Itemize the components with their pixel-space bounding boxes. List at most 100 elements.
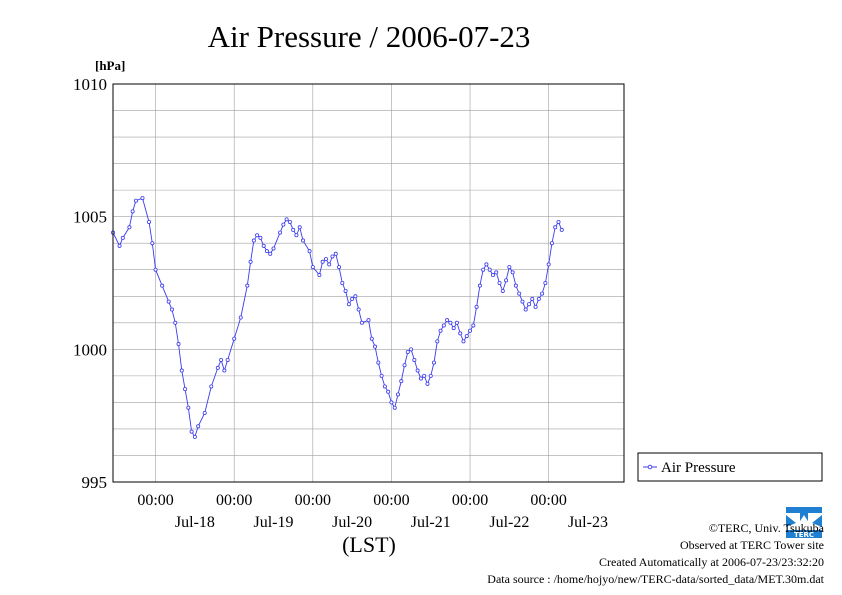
data-point xyxy=(350,296,355,301)
x-date-label: Jul-22 xyxy=(489,514,529,531)
data-point xyxy=(412,357,417,362)
data-point xyxy=(209,384,214,389)
data-point xyxy=(517,291,522,296)
data-point xyxy=(438,328,443,333)
data-point xyxy=(278,230,283,235)
y-tick-labels: 1010 1005 1000 995 xyxy=(73,75,107,492)
data-point xyxy=(477,283,482,288)
data-point xyxy=(464,334,469,339)
data-point xyxy=(497,280,502,285)
x-tick-time-label: 00:00 xyxy=(373,492,409,509)
data-point xyxy=(287,219,292,224)
data-point xyxy=(258,235,263,240)
series-line xyxy=(112,197,563,438)
data-point xyxy=(471,323,476,328)
data-point xyxy=(458,331,463,336)
data-point xyxy=(281,222,286,227)
data-point xyxy=(494,270,499,275)
legend-box xyxy=(637,452,823,482)
data-point xyxy=(186,405,191,410)
data-point xyxy=(389,400,394,405)
data-point xyxy=(147,219,152,224)
data-point xyxy=(441,323,446,328)
data-point xyxy=(166,299,171,304)
data-point xyxy=(192,434,197,439)
x-date-label: Jul-23 xyxy=(568,514,608,531)
data-point xyxy=(130,209,135,214)
data-point xyxy=(395,392,400,397)
data-point xyxy=(310,265,315,270)
data-point xyxy=(353,294,358,299)
data-point xyxy=(500,288,505,293)
x-axis-label: (LST) xyxy=(342,532,396,557)
data-point xyxy=(451,326,456,331)
y-tick-label: 1010 xyxy=(73,75,107,94)
terc-logo-icon: TERC xyxy=(786,507,822,539)
grid xyxy=(113,84,624,482)
data-point xyxy=(327,262,332,267)
data-point xyxy=(219,357,224,362)
x-tick-time-label: 00:00 xyxy=(137,492,173,509)
legend: Air Pressure xyxy=(637,452,823,482)
data-point xyxy=(373,344,378,349)
data-point xyxy=(196,424,201,429)
data-point xyxy=(133,198,138,203)
data-point xyxy=(238,315,243,320)
data-point xyxy=(425,381,430,386)
data-point xyxy=(291,227,296,232)
data-point xyxy=(379,373,384,378)
data-point xyxy=(183,387,188,392)
data-point xyxy=(432,360,437,365)
data-point xyxy=(481,267,486,272)
y-tick-label: 995 xyxy=(82,473,108,492)
terc-logo: TERC xyxy=(784,503,824,539)
data-point xyxy=(317,273,322,278)
data-point xyxy=(392,405,397,410)
data-point xyxy=(428,373,433,378)
data-point xyxy=(556,219,561,224)
credit-source: Data source : /home/hojyo/new/TERC-data/… xyxy=(487,572,824,586)
data-point xyxy=(268,251,273,256)
data-point xyxy=(300,238,305,243)
data-point xyxy=(474,304,479,309)
data-point xyxy=(127,225,132,230)
data-point xyxy=(523,307,528,312)
data-point xyxy=(264,249,269,254)
data-point xyxy=(369,336,374,341)
x-date-label: Jul-20 xyxy=(332,514,372,531)
data-point xyxy=(189,429,194,434)
y-tick-label: 1000 xyxy=(73,340,107,359)
data-point xyxy=(261,243,266,248)
data-point xyxy=(454,320,459,325)
legend-label: Air Pressure xyxy=(661,460,736,476)
chart-title: Air Pressure / 2006-07-23 xyxy=(208,19,531,54)
data-point xyxy=(333,251,338,256)
data-point xyxy=(490,273,495,278)
data-point xyxy=(510,270,515,275)
data-point xyxy=(415,368,420,373)
data-point xyxy=(271,246,276,251)
data-point xyxy=(356,307,361,312)
data-point xyxy=(484,262,489,267)
data-point xyxy=(418,376,423,381)
data-point xyxy=(320,259,325,264)
data-point xyxy=(153,267,158,272)
data-point xyxy=(255,233,260,238)
data-point xyxy=(536,296,541,301)
x-date-label: Jul-19 xyxy=(254,514,294,531)
legend-marker xyxy=(647,464,653,470)
data-point xyxy=(215,365,220,370)
data-point xyxy=(366,318,371,323)
x-date-label: Jul-18 xyxy=(175,514,215,531)
x-tick-time-label: 00:00 xyxy=(452,492,488,509)
data-point xyxy=(540,291,545,296)
data-point xyxy=(120,235,125,240)
plot-frame xyxy=(112,83,625,483)
data-point xyxy=(202,411,207,416)
data-point xyxy=(448,320,453,325)
data-point xyxy=(340,280,345,285)
data-point xyxy=(559,227,564,232)
series-line-air-pressure xyxy=(112,197,563,438)
data-point xyxy=(533,304,538,309)
credit-copyright: ©TERC, Univ. Tsukuba xyxy=(708,521,824,535)
